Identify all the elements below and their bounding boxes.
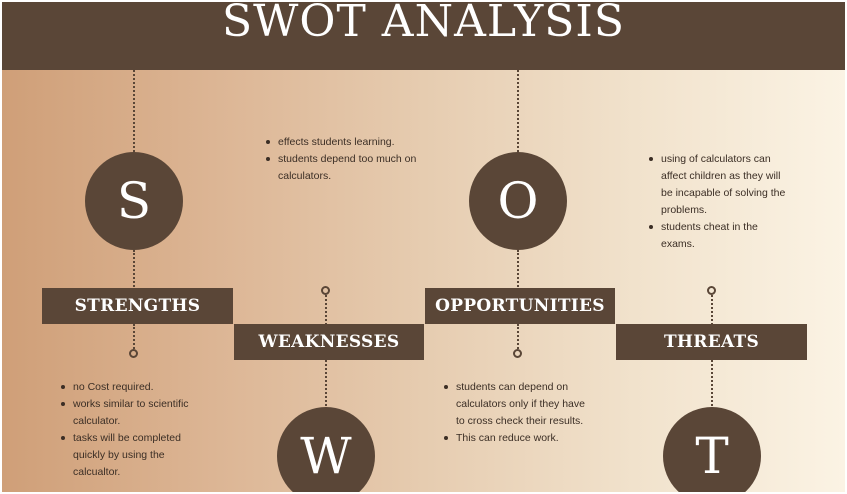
threats-bottom-connector	[711, 360, 713, 422]
list-item: This can reduce work.	[442, 430, 592, 447]
weaknesses-bottom-connector	[325, 360, 327, 422]
strengths-ring-marker	[129, 349, 138, 358]
list-item: using of calculators can affect children…	[647, 151, 787, 219]
list-item: students depend too much on calculators.	[264, 151, 424, 185]
weaknesses-ring-marker	[321, 286, 330, 295]
strengths-label: STRENGTHS	[42, 288, 233, 324]
list-item: no Cost required.	[59, 379, 209, 396]
weaknesses-top-connector	[325, 295, 327, 325]
opportunities-top-connector	[517, 70, 519, 152]
slide-title: SWOT ANALYSIS	[222, 2, 625, 42]
weaknesses-letter-circle: W	[277, 407, 375, 492]
weaknesses-label: WEAKNESSES	[234, 324, 424, 360]
title-bar: SWOT ANALYSIS	[2, 2, 845, 70]
strengths-mid-connector	[133, 250, 135, 290]
opportunities-mid-connector	[517, 250, 519, 290]
opportunities-label: OPPORTUNITIES	[425, 288, 615, 324]
list-item: students can depend on calculators only …	[442, 379, 592, 430]
threats-letter-circle: T	[663, 407, 761, 492]
threats-ring-marker	[707, 286, 716, 295]
opportunities-ring-marker	[513, 349, 522, 358]
threats-label: THREATS	[616, 324, 807, 360]
opportunities-letter-circle: O	[469, 152, 567, 250]
weaknesses-points: effects students learning. students depe…	[264, 134, 424, 185]
list-item: tasks will be completed quickly by using…	[59, 430, 209, 481]
threats-top-connector	[711, 295, 713, 325]
opportunities-bottom-connector	[517, 324, 519, 349]
list-item: effects students learning.	[264, 134, 424, 151]
strengths-bottom-connector	[133, 324, 135, 349]
strengths-letter-circle: S	[85, 152, 183, 250]
list-item: works similar to scientific calculator.	[59, 396, 209, 430]
opportunities-points: students can depend on calculators only …	[442, 379, 592, 447]
list-item: students cheat in the exams.	[647, 219, 787, 253]
strengths-points: no Cost required. works similar to scien…	[59, 379, 209, 481]
threats-points: using of calculators can affect children…	[647, 151, 787, 253]
strengths-top-connector	[133, 70, 135, 152]
